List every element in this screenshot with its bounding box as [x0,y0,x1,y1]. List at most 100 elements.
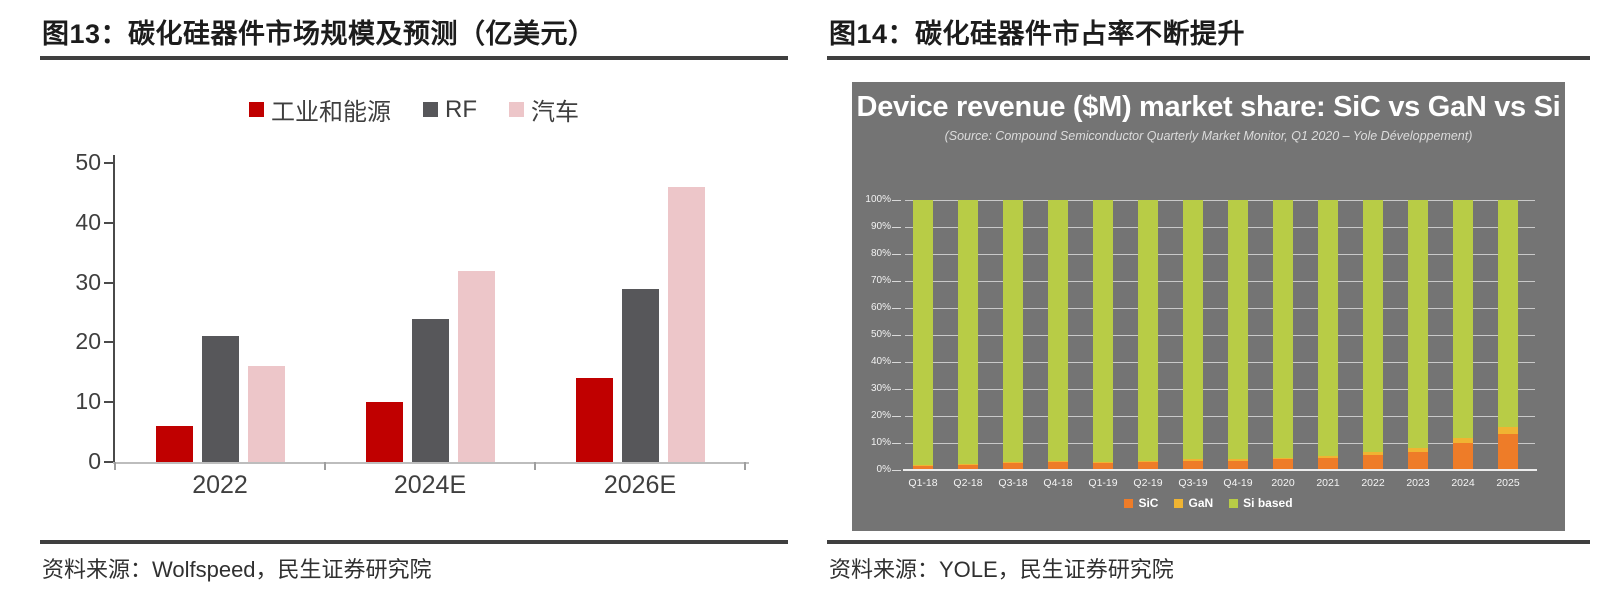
legend-item-SiC: SiC [1124,496,1158,510]
legend-label: 汽车 [531,99,579,126]
bar-GaN-Q4-18 [1048,460,1068,462]
bar-Si based-Q3-18 [1003,200,1023,463]
yole-chart-panel: Device revenue ($M) market share: SiC vs… [852,82,1565,531]
x-category-label: Q3-19 [1178,477,1208,489]
legend-swatch-Si based [1229,498,1239,508]
x-category-label: Q2-19 [1133,477,1163,489]
bar-SiC-Q2-18 [958,464,978,470]
y-tick-dash [892,280,901,282]
bar-SiC-Q4-18 [1048,461,1068,470]
x-tick-mark [534,462,536,470]
y-axis-line [113,155,115,462]
figure-13-legend: 工业和能源 RF 汽车 [40,92,788,127]
x-axis-line [113,462,749,464]
bar-工业和能源-2024E [365,402,403,462]
gridline-100 [905,199,1535,201]
x-axis-line [903,469,1537,471]
bar-Si based-Q1-19 [1093,200,1113,463]
bar-GaN-Q4-19 [1228,459,1248,461]
y-tick-mark [104,162,113,164]
x-tick-mark [324,462,326,470]
bar-GaN-2021 [1318,455,1338,458]
y-tick-label: 0 [88,448,101,474]
x-category-label: 2026E [603,471,677,499]
legend-label: 工业和能源 [271,99,391,126]
y-tick-label: 20 [75,328,101,355]
sic-market-size-bar-chart: 0 10 20 30 40 50 2022 2024E 2026E [75,149,749,499]
y-tick-dash [892,226,901,228]
legend-swatch-工业和能源 [249,102,264,117]
bar-GaN-Q1-18 [913,465,933,466]
figure-14-market-share: 图14：碳化硅器件市占率不断提升 Device revenue ($M) mar… [827,0,1590,595]
y-tick-dash [892,469,901,471]
figure-14-title: 图14：碳化硅器件市占率不断提升 [829,19,1246,49]
gridline-10 [905,442,1535,444]
y-tick-dash [892,442,901,444]
y-tick-label: 90% [870,221,891,232]
gridline-70 [905,280,1535,282]
gridline-20 [905,415,1535,417]
legend-label: SiC [1138,496,1159,510]
y-tick-dash [892,307,901,309]
legend-label: RF [445,95,477,123]
y-tick-mark [104,461,113,463]
bar-SiC-Q3-18 [1003,463,1023,470]
bar-SiC-Q1-18 [913,465,933,470]
bar-工业和能源-2022 [155,426,193,462]
figure-13-title-rule [40,56,788,60]
legend-item-GaN: GaN [1174,496,1213,510]
x-category-label: 2022 [1361,477,1385,489]
y-tick-dash [892,361,901,363]
gridline-60 [905,307,1535,309]
bar-SiC-2023 [1408,452,1428,470]
bar-GaN-Q3-18 [1003,462,1023,464]
bar-Si based-Q3-19 [1183,200,1203,460]
figure-14-legend: SiC GaN Si based [852,496,1565,510]
y-tick-label: 30 [75,268,101,295]
y-tick-label: 100% [865,194,891,205]
bar-SiC-Q3-19 [1183,460,1203,470]
y-tick-label: 10 [75,388,101,415]
gridline-30 [905,388,1535,390]
bar-GaN-Q2-19 [1138,460,1158,462]
bar-SiC-Q1-19 [1093,463,1113,470]
figure-14-bottom-rule [827,540,1590,544]
bar-汽车-2024E [457,270,495,462]
y-tick-label: 0% [876,464,891,475]
bar-SiC-2021 [1318,457,1338,470]
bar-GaN-2025 [1498,426,1518,434]
bar-SiC-2022 [1363,455,1383,470]
bar-Si based-Q2-18 [958,200,978,464]
x-category-label: 2023 [1406,477,1430,489]
legend-item-RF: RF [423,96,477,124]
bar-工业和能源-2026E [575,378,613,462]
y-tick-label: 60% [870,302,891,313]
legend-label: GaN [1188,496,1214,510]
legend-swatch-RF [423,102,438,117]
bar-GaN-2024 [1453,437,1473,443]
market-share-stacked-bar-chart: 0% 10% 20% 30% 40% 50% 60% 70% 80% 90% 100% Q1-18 Q2… [865,194,1537,489]
bar-SiC-2020 [1273,459,1293,470]
x-category-label: 2024 [1451,477,1475,489]
legend-item-Si based: Si based [1229,496,1293,510]
gridline-50 [905,334,1535,336]
x-tick-mark [744,462,746,470]
figure-13-source: 资料来源：Wolfspeed，民生证券研究院 [42,557,432,582]
x-category-label: Q4-19 [1223,477,1253,489]
y-tick-label: 50 [75,149,101,175]
bar-Si based-2023 [1408,200,1428,449]
bar-GaN-Q3-19 [1183,459,1203,461]
x-category-label: 2025 [1496,477,1520,489]
yole-chart-subtitle: (Source: Compound Semiconductor Quarterl… [944,129,1473,143]
bar-Si based-Q1-18 [913,200,933,466]
bar-GaN-Q1-19 [1093,462,1113,464]
y-tick-label: 70% [870,275,891,286]
x-category-label: 2021 [1316,477,1340,489]
bar-RF-2026E [621,288,659,462]
figure-14-title-rule [827,56,1590,60]
legend-swatch-SiC [1124,498,1134,508]
legend-item-工业和能源: 工业和能源 [249,92,391,127]
y-tick-label: 80% [870,248,891,259]
bar-GaN-2023 [1408,448,1428,453]
bar-SiC-Q4-19 [1228,460,1248,470]
